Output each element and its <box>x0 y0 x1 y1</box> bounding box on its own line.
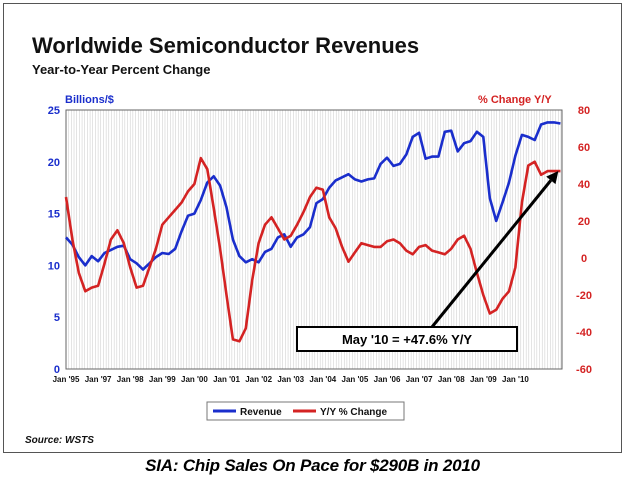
x-tick-label: Jan '01 <box>213 375 240 384</box>
x-tick-label: Jan '10 <box>502 375 529 384</box>
right-tick-label: 0 <box>581 253 587 265</box>
right-tick-label: 80 <box>578 105 590 117</box>
arrow-shaft <box>430 179 553 328</box>
right-tick-label: 40 <box>578 179 590 191</box>
x-tick-label: Jan '09 <box>470 375 497 384</box>
plot-area: 0 5 10 15 20 25 -60 -40 -20 0 20 40 60 80 Jan '95 Jan '… <box>48 105 592 384</box>
chart: Worldwide Semiconductor Revenues Year-to… <box>25 33 592 446</box>
x-tick-label: Jan '98 <box>117 375 144 384</box>
right-axis-label: % Change Y/Y <box>478 94 552 106</box>
left-tick-label: 0 <box>54 364 60 376</box>
annotation-box: May '10 = +47.6% Y/Y <box>296 326 518 352</box>
right-tick-label: -60 <box>576 364 592 376</box>
annotation-text: May '10 = +47.6% Y/Y <box>342 332 472 347</box>
chart-title: Worldwide Semiconductor Revenues <box>32 33 419 58</box>
legend: Revenue Y/Y % Change <box>206 401 405 421</box>
right-tick-label: -40 <box>576 327 592 339</box>
x-tick-label: Jan '05 <box>342 375 369 384</box>
caption: SIA: Chip Sales On Pace for $290B in 201… <box>145 456 480 475</box>
x-tick-label: Jan '04 <box>309 375 336 384</box>
left-tick-label: 15 <box>48 209 60 221</box>
left-axis-label: Billions/$ <box>65 94 114 106</box>
x-tick-label: Jan '99 <box>149 375 176 384</box>
x-tick-label: Jan '02 <box>245 375 272 384</box>
arrow-head <box>546 171 559 185</box>
x-tick-label: Jan '06 <box>374 375 401 384</box>
left-tick-label: 5 <box>54 312 60 324</box>
right-tick-label: 20 <box>578 216 590 228</box>
x-tick-label: Jan '95 <box>53 375 80 384</box>
right-tick-label: 60 <box>578 142 590 154</box>
x-tick-label: Jan '97 <box>85 375 112 384</box>
legend-label-revenue: Revenue <box>240 407 282 418</box>
x-tick-label: Jan '07 <box>406 375 433 384</box>
annotation-arrow <box>430 171 559 328</box>
revenue-line <box>65 121 561 271</box>
left-tick-label: 25 <box>48 105 60 117</box>
left-tick-label: 20 <box>48 157 60 169</box>
yoy-change-line <box>64 156 561 343</box>
left-tick-label: 10 <box>48 260 60 272</box>
x-tick-label: Jan '03 <box>277 375 304 384</box>
right-tick-label: -20 <box>576 290 592 302</box>
x-tick-label: Jan '08 <box>438 375 465 384</box>
source-note: Source: WSTS <box>25 435 94 446</box>
plot-border <box>65 109 563 370</box>
legend-label-yoy: Y/Y % Change <box>320 407 387 418</box>
chart-subtitle: Year-to-Year Percent Change <box>32 62 210 77</box>
x-tick-label: Jan '00 <box>181 375 208 384</box>
